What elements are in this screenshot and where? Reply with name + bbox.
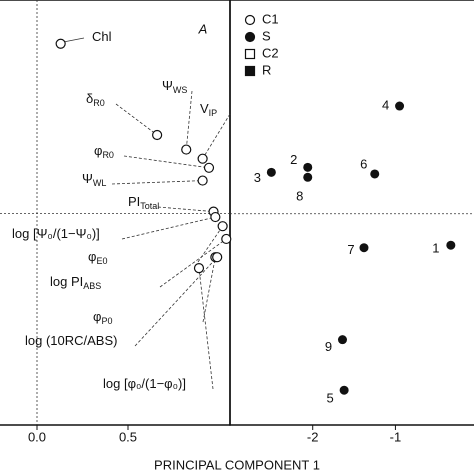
label-text: Ψ xyxy=(82,171,93,186)
leader-line xyxy=(202,257,216,323)
point xyxy=(197,175,208,186)
loading-label: VIP xyxy=(200,101,217,118)
point xyxy=(55,38,66,49)
label-text: log [φ₀/(1−φ₀)] xyxy=(103,376,186,391)
label-sub: WS xyxy=(173,85,188,95)
label-text: log PI xyxy=(50,274,83,289)
point-label: 2 xyxy=(290,152,297,167)
point-label: 9 xyxy=(325,339,332,354)
x-axis-label: PRINCIPAL COMPONENT 1 xyxy=(154,457,320,472)
point xyxy=(339,385,349,395)
point-label: 8 xyxy=(296,189,303,204)
point xyxy=(337,335,347,345)
point-label: 4 xyxy=(382,97,389,112)
leader-line xyxy=(185,90,193,150)
label-text: Ψ xyxy=(162,78,173,93)
loading-label: log [Ψ₀/(1−Ψ₀)] xyxy=(12,226,100,241)
point xyxy=(370,169,380,179)
point xyxy=(212,252,223,263)
point xyxy=(446,240,456,250)
legend-label: C1 xyxy=(262,11,279,26)
leader-line xyxy=(202,113,231,159)
x-tick-label: -1 xyxy=(390,429,402,444)
loading-label: ΨWL xyxy=(82,171,106,188)
label-sub: P0 xyxy=(101,316,112,326)
label-text: PI xyxy=(128,194,140,209)
label-sub: R0 xyxy=(93,98,105,108)
leader-line xyxy=(64,37,85,43)
point xyxy=(197,153,208,164)
legend-marker xyxy=(244,48,256,60)
loading-label: δR0 xyxy=(86,91,105,108)
label-sub: WL xyxy=(93,178,107,188)
leader-line xyxy=(123,155,210,169)
point xyxy=(359,243,369,253)
point-label: 1 xyxy=(432,241,439,256)
point xyxy=(303,172,313,182)
leader-line xyxy=(159,238,227,288)
label-text: δ xyxy=(86,91,93,106)
panel-label: A xyxy=(198,21,208,36)
leader-line xyxy=(115,103,158,136)
loading-label: PITotal xyxy=(128,194,159,211)
loading-label: ΨWS xyxy=(162,78,187,95)
point xyxy=(303,162,313,172)
label-sub: IP xyxy=(209,108,218,118)
label-text: φ xyxy=(94,143,102,158)
leader-line xyxy=(198,268,214,390)
label-sub: R0 xyxy=(102,150,114,160)
label-text: log (10RC/ABS) xyxy=(25,333,117,348)
legend-label: C2 xyxy=(262,45,279,60)
point xyxy=(152,129,163,141)
loading-label: φR0 xyxy=(94,143,114,160)
x-tick-label: 0.5 xyxy=(119,429,137,444)
loading-label: Chl xyxy=(92,29,112,44)
point xyxy=(193,263,205,274)
loading-label: log PIABS xyxy=(50,274,101,291)
legend-label: R xyxy=(262,62,271,77)
loading-label: log [φ₀/(1−φ₀)] xyxy=(103,376,186,391)
legend-marker xyxy=(244,65,256,77)
panel-b-frame xyxy=(229,0,474,426)
point xyxy=(217,221,228,232)
label-sub: Total xyxy=(140,201,159,211)
point xyxy=(210,211,221,223)
label-text: Chl xyxy=(92,29,112,44)
panel-a-frame xyxy=(0,0,231,426)
loading-label: φE0 xyxy=(88,249,107,266)
leader-line xyxy=(121,216,216,240)
point xyxy=(266,167,276,177)
point xyxy=(395,101,405,111)
legend-marker xyxy=(244,14,256,26)
leader-line xyxy=(134,256,218,347)
loading-label: log (10RC/ABS) xyxy=(25,333,117,348)
point-label: 7 xyxy=(347,242,354,257)
point-label: 5 xyxy=(327,391,334,406)
leader-line xyxy=(111,180,203,185)
label-text: V xyxy=(200,101,209,116)
leader-line xyxy=(157,206,214,212)
label-text: φ xyxy=(88,249,96,264)
point-label: 3 xyxy=(254,170,261,185)
label-text: φ xyxy=(93,309,101,324)
legend-label: S xyxy=(262,28,271,43)
label-text: log [Ψ₀/(1−Ψ₀)] xyxy=(12,226,100,241)
label-sub: ABS xyxy=(83,281,101,291)
legend-marker xyxy=(244,31,256,43)
label-sub: E0 xyxy=(96,256,107,266)
x-tick-label: -2 xyxy=(307,429,319,444)
point xyxy=(203,162,215,173)
point-label: 6 xyxy=(360,156,367,171)
point xyxy=(181,144,192,155)
loading-label: φP0 xyxy=(93,309,112,326)
point xyxy=(221,233,232,245)
x-tick-label: 0.0 xyxy=(28,429,46,444)
